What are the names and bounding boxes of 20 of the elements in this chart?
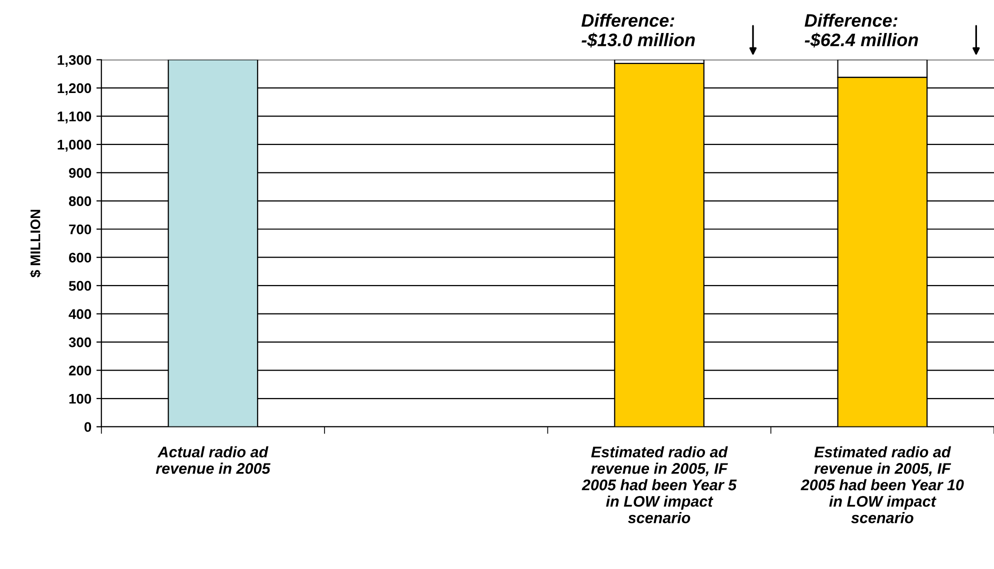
y-tick-label: 300 bbox=[68, 337, 92, 348]
y-tick-label: 100 bbox=[69, 394, 92, 404]
y-tick-label: 1,000 bbox=[58, 140, 92, 152]
y-tick-label: 1,200 bbox=[58, 83, 92, 96]
y-tick-label: 400 bbox=[68, 309, 92, 319]
y-tick-label: 200 bbox=[68, 366, 92, 376]
annotation: Difference: -$62.4 million bbox=[804, 14, 918, 48]
y-axis-title: $ MILLION bbox=[30, 210, 42, 278]
y-tick-label: 1,300 bbox=[58, 55, 92, 67]
x-tick-label: Estimated radio ad revenue in 2005, IF 2005 had been Year 5 in LOW impact scenario bbox=[582, 446, 737, 524]
y-tick-label: 900 bbox=[68, 168, 92, 178]
y-tick-label: 1,100 bbox=[58, 112, 92, 124]
y-tick-label: 500 bbox=[68, 280, 92, 291]
x-tick-label: Actual radio ad revenue in 2005 bbox=[156, 446, 270, 474]
x-tick-label: Estimated radio ad revenue in 2005, IF 2005 had been Year 10 in LOW impact scenario bbox=[800, 446, 964, 524]
y-tick-label: 700 bbox=[69, 224, 92, 234]
annotation: Difference: -$13.0 million bbox=[581, 14, 695, 48]
y-tick-label: 600 bbox=[69, 252, 92, 263]
y-tick-label: 800 bbox=[68, 196, 92, 206]
y-tick-label: 0 bbox=[84, 422, 92, 432]
